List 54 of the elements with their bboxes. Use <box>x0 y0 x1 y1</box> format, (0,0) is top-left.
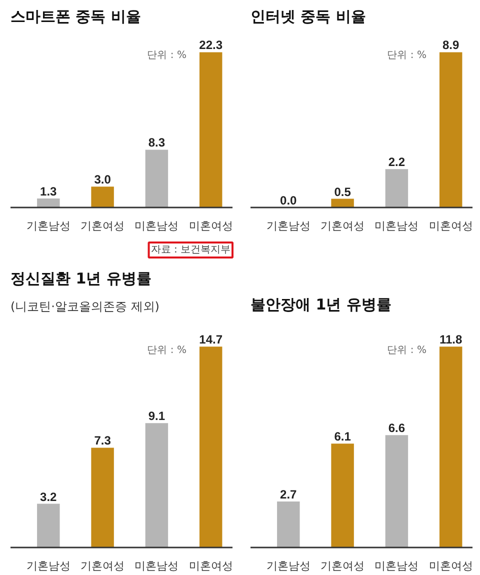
data-label: 7.3 <box>94 434 112 448</box>
data-label: 11.8 <box>439 332 463 347</box>
bar <box>145 423 168 548</box>
chart-subtitle: (니코틴·알코올의존증 제외) <box>10 300 160 314</box>
chart-title: 인터넷 중독 비율 <box>250 8 366 26</box>
bar <box>199 52 222 208</box>
data-label: 8.3 <box>148 136 166 150</box>
x-tick-label: 미혼여성 <box>188 560 233 572</box>
x-tick-label: 미혼남성 <box>134 220 179 232</box>
chart-title: 스마트폰 중독 비율 <box>10 8 141 26</box>
x-tick-label: 미혼남성 <box>134 560 179 572</box>
data-label: 2.7 <box>280 488 298 502</box>
data-label: 3.0 <box>94 172 112 187</box>
data-label: 0.0 <box>280 194 298 208</box>
data-label: 6.1 <box>334 430 352 444</box>
data-label: 22.3 <box>199 38 223 52</box>
x-tick-label: 미혼남성 <box>374 560 419 572</box>
chart-title: 불안장애 1년 유병률 <box>250 296 392 314</box>
bar <box>145 150 168 208</box>
bar <box>91 448 114 548</box>
bar <box>385 435 408 548</box>
x-tick-label: 기혼남성 <box>26 560 70 572</box>
bar <box>199 346 222 548</box>
annotation: 단위 : % <box>147 345 186 356</box>
text: 자료 : 보건복지부 <box>150 244 231 256</box>
x-tick-label: 미혼여성 <box>428 220 473 232</box>
data-label: 14.7 <box>199 332 223 347</box>
x-tick-label: 미혼여성 <box>188 220 233 232</box>
data-label: 3.2 <box>40 490 58 504</box>
chart-title: 정신질환 1년 유병률 <box>10 270 152 288</box>
bar <box>331 444 354 548</box>
annotation: 단위 : % <box>387 50 426 61</box>
data-label: 8.9 <box>442 38 460 52</box>
x-tick-label: 기혼여성 <box>320 560 365 572</box>
data-label: 1.3 <box>40 184 58 198</box>
bar <box>37 198 60 208</box>
data-label: 2.2 <box>388 155 406 170</box>
bar <box>91 186 114 208</box>
bar <box>37 504 60 548</box>
bar <box>439 346 462 548</box>
x-tick-label: 기혼여성 <box>80 560 125 572</box>
x-tick-label: 기혼남성 <box>266 560 310 572</box>
x-tick-label: 기혼여성 <box>320 220 365 232</box>
data-label: 9.1 <box>148 409 166 424</box>
annotation: 단위 : % <box>387 345 426 356</box>
x-tick-label: 기혼남성 <box>26 220 70 232</box>
data-label: 0.5 <box>334 184 352 199</box>
bar <box>277 502 300 548</box>
annotation: 단위 : % <box>147 50 186 61</box>
x-tick-label: 기혼남성 <box>266 220 310 232</box>
x-tick-label: 기혼여성 <box>80 220 125 232</box>
x-tick-label: 미혼남성 <box>374 220 419 232</box>
x-tick-label: 미혼여성 <box>428 560 473 572</box>
data-label: 6.6 <box>388 421 406 436</box>
